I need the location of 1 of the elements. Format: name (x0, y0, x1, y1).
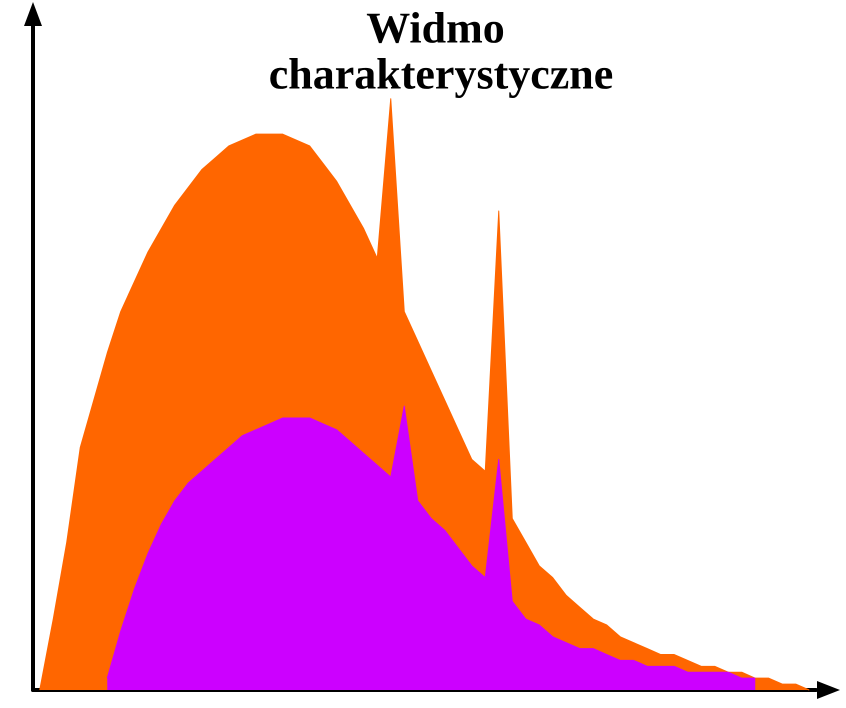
chart-title: Widmo charakterystyczne (268, 4, 614, 98)
